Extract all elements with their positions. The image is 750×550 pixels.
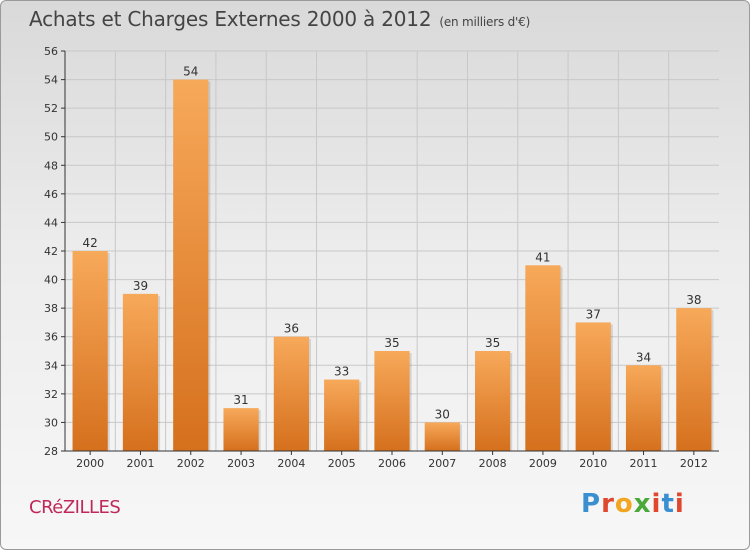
y-tick-label: 40 [44, 274, 58, 287]
logo-letter: x [633, 489, 652, 519]
y-tick-label: 32 [44, 388, 58, 401]
x-tick-label: 2011 [630, 457, 658, 470]
x-tick-label: 2002 [177, 457, 205, 470]
bar [676, 308, 712, 451]
bar [72, 251, 108, 451]
logo-letter: t [661, 489, 675, 519]
data-label: 33 [334, 365, 349, 379]
logo-letter: i [674, 489, 685, 519]
logo-letter: o [614, 489, 634, 519]
data-label: 42 [83, 236, 98, 250]
data-label: 31 [233, 393, 248, 407]
data-label: 34 [636, 350, 651, 364]
y-tick-label: 54 [44, 74, 58, 87]
x-tick-label: 2005 [328, 457, 356, 470]
data-label: 41 [535, 250, 550, 264]
bar [424, 422, 460, 451]
bar [625, 365, 662, 451]
x-tick-label: 2008 [479, 457, 507, 470]
x-tick-label: 2009 [529, 457, 557, 470]
x-tick-label: 2001 [126, 457, 154, 470]
data-label: 39 [133, 279, 148, 293]
bar [374, 351, 410, 451]
bar [223, 408, 259, 451]
logo-letter: r [601, 489, 615, 519]
bar [273, 336, 309, 451]
bar [575, 322, 611, 451]
data-label: 30 [435, 407, 450, 421]
x-tick-label: 2000 [76, 457, 104, 470]
y-tick-label: 44 [44, 216, 58, 229]
chart-subtitle: (en milliers d'€) [439, 15, 531, 29]
y-tick-label: 34 [44, 359, 58, 372]
y-tick-label: 50 [44, 131, 58, 144]
labels: 28 30 32 34 36 38 40 42 44 46 48 50 52 54 56 42 2000 39 20… [44, 45, 708, 470]
data-label: 36 [284, 322, 299, 336]
x-tick-label: 2007 [428, 457, 456, 470]
y-tick-label: 46 [44, 188, 58, 201]
chart-title: Achats et Charges Externes 2000 à 2012 (e… [29, 7, 530, 31]
y-tick-label: 28 [44, 445, 58, 458]
data-label: 35 [384, 336, 399, 350]
logo-letter: i [651, 489, 662, 519]
bar [324, 379, 360, 451]
x-tick-label: 2003 [227, 457, 255, 470]
data-label: 37 [586, 307, 601, 321]
data-label: 38 [686, 293, 701, 307]
y-tick-label: 38 [44, 302, 58, 315]
chart-title-text: Achats et Charges Externes 2000 à 2012 [29, 7, 432, 31]
data-label: 35 [485, 336, 500, 350]
y-tick-label: 42 [44, 245, 58, 258]
bar [173, 79, 209, 452]
bars [72, 79, 714, 452]
x-tick-label: 2012 [680, 457, 708, 470]
logo-letter: P [581, 489, 602, 519]
y-tick-label: 30 [44, 416, 58, 429]
x-tick-label: 2010 [579, 457, 607, 470]
y-tick-label: 56 [44, 45, 58, 58]
data-label: 54 [183, 65, 198, 79]
x-tick-label: 2004 [277, 457, 305, 470]
commune-name: CRéZILLES [29, 497, 121, 518]
bar [525, 265, 561, 451]
y-tick-label: 36 [44, 331, 58, 344]
axes [61, 50, 719, 455]
y-tick-label: 52 [44, 102, 58, 115]
bar [122, 293, 159, 451]
bar [475, 351, 511, 451]
x-tick-label: 2006 [378, 457, 406, 470]
proxiti-logo: Proxiti [581, 489, 685, 519]
y-tick-label: 48 [44, 159, 58, 172]
